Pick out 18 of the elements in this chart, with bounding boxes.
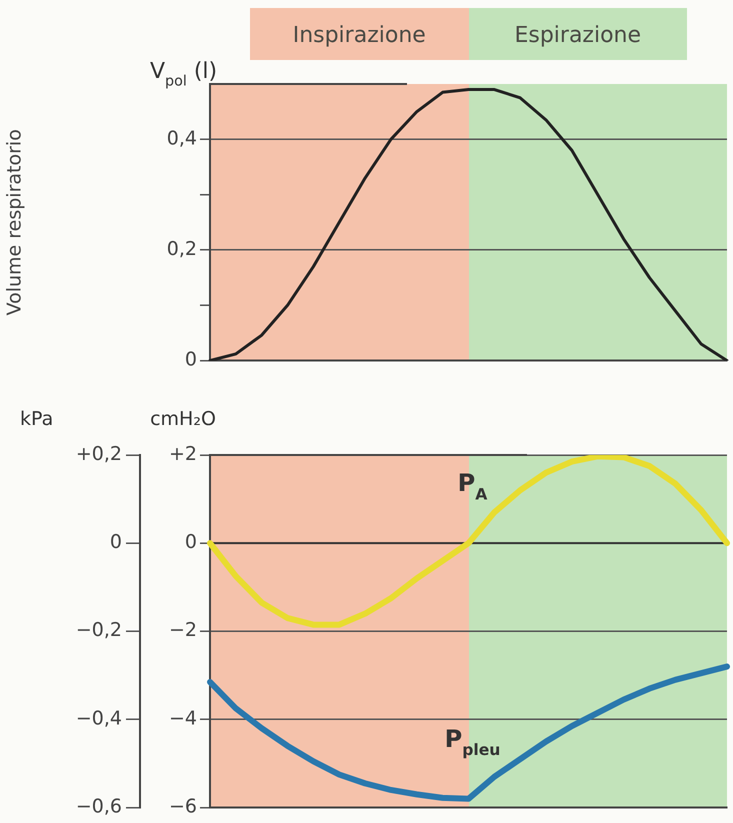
- y-tick-label: −4: [168, 707, 197, 730]
- y-tick-label: 0: [184, 531, 197, 554]
- y-tick-label: +2: [168, 442, 197, 465]
- y-tick-label: 0,2: [166, 238, 197, 260]
- text: Inspirazione: [292, 23, 426, 48]
- y-tick-label: −6: [168, 796, 197, 818]
- y2-tick-label: −0,6: [76, 796, 122, 818]
- y-axis-title: Volume respiratorio: [3, 129, 26, 316]
- y2-tick-label: −0,2: [76, 619, 122, 642]
- y-tick-label: −2: [168, 619, 197, 642]
- y-axis-title: cmH₂O: [150, 408, 216, 430]
- y2-tick-label: 0: [110, 531, 122, 554]
- text: Espirazione: [514, 23, 642, 48]
- y-tick-label: 0: [184, 348, 197, 371]
- y2-tick-label: +0,2: [76, 442, 122, 465]
- y-tick-label: 0,4: [166, 127, 197, 150]
- y2-axis-title: kPa: [20, 408, 54, 430]
- y2-tick-label: −0,4: [76, 707, 122, 730]
